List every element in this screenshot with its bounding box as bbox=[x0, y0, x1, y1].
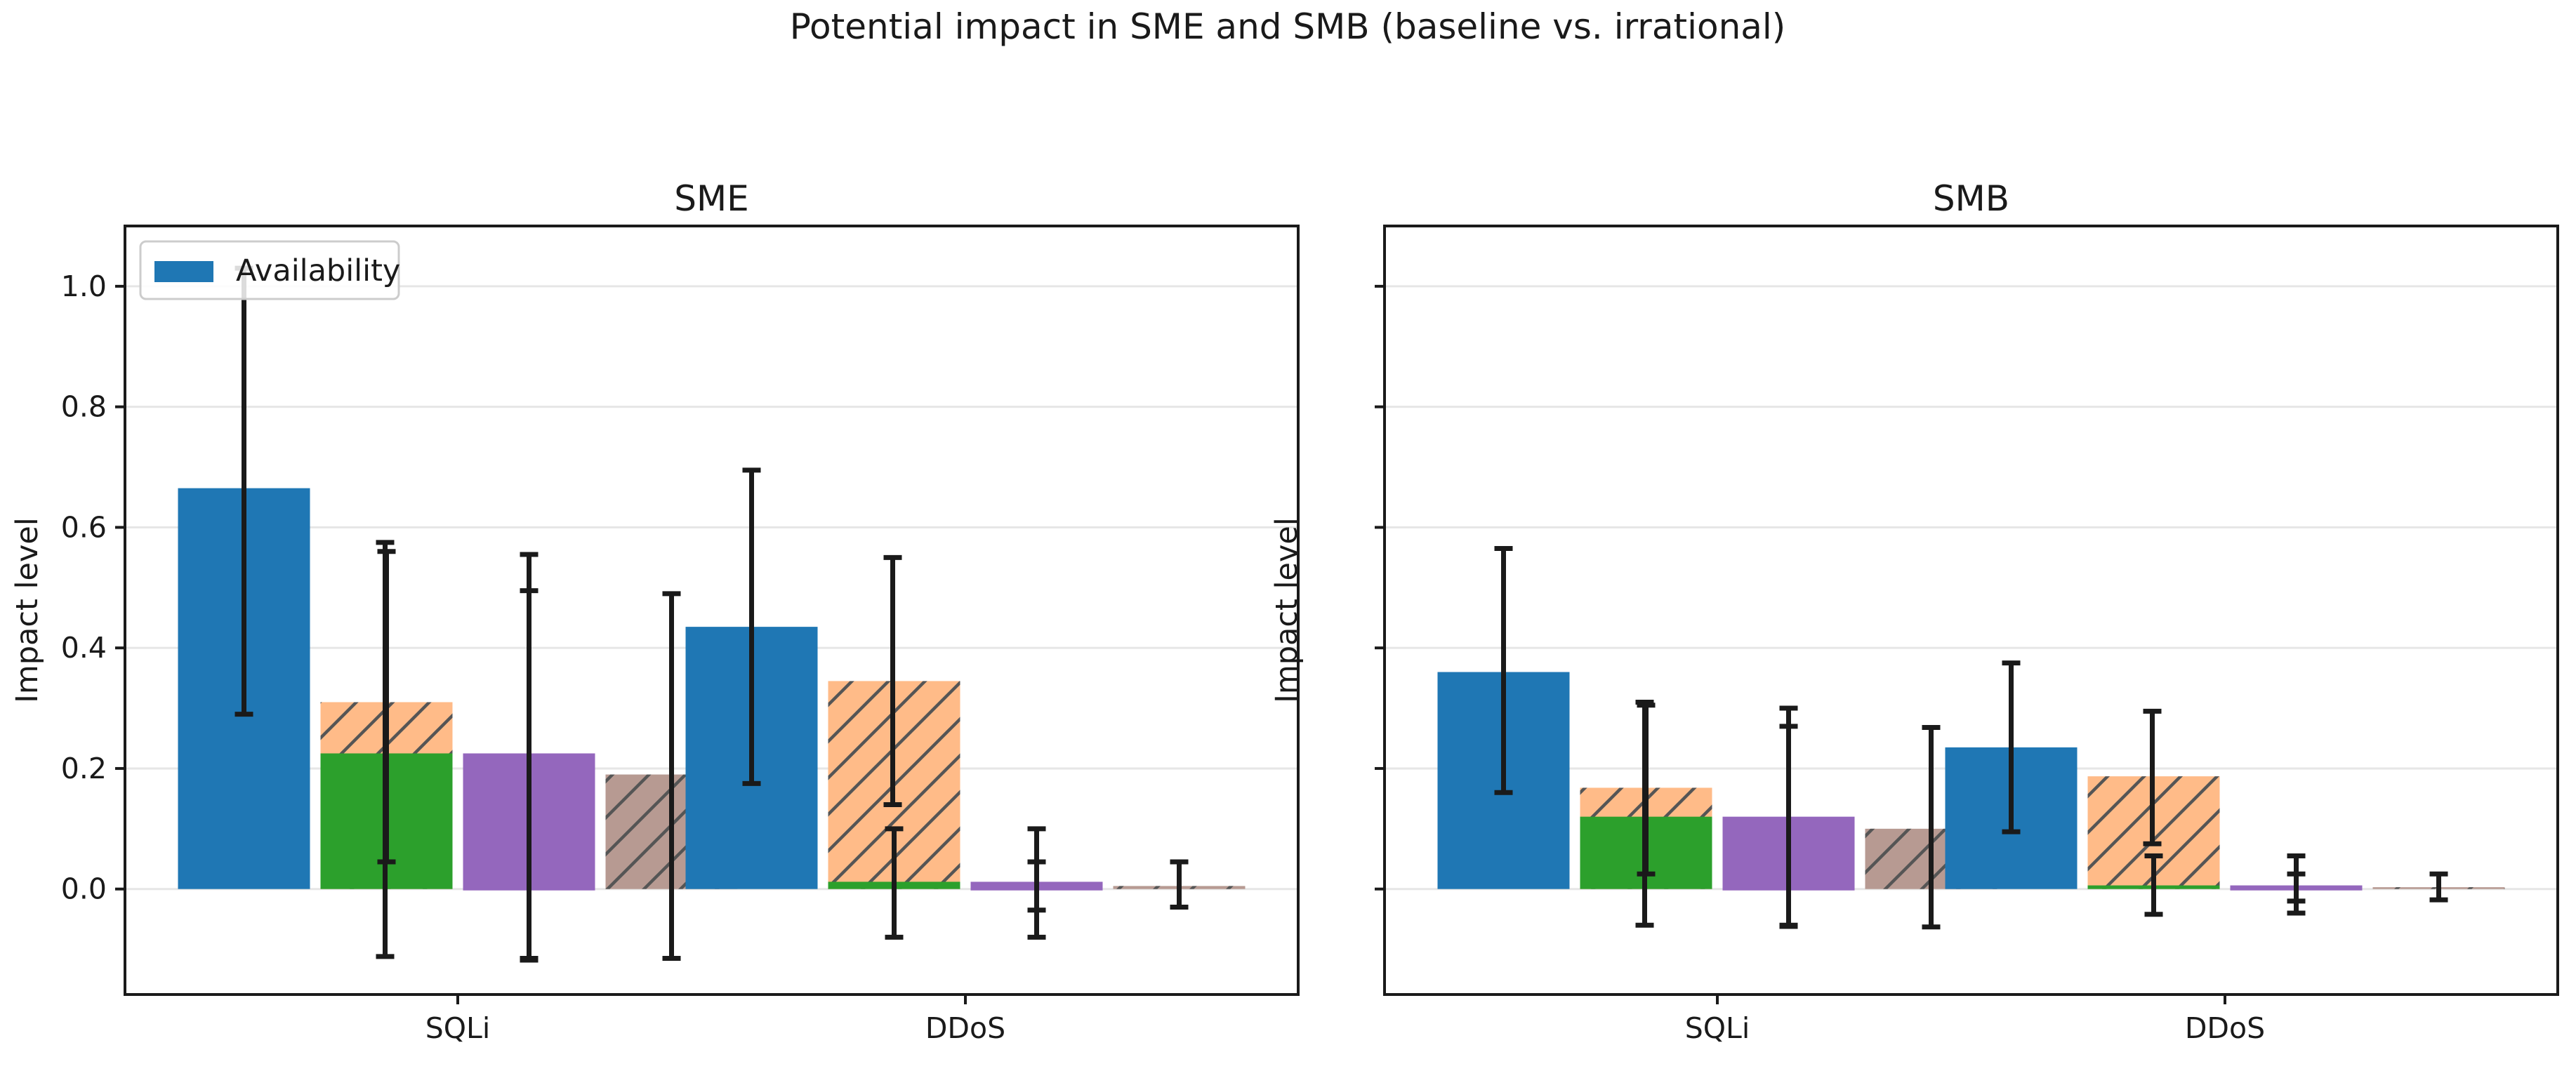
axes-frame bbox=[124, 225, 1300, 996]
y-axis-label: Impact level bbox=[1269, 517, 1304, 703]
error-bar bbox=[2287, 871, 2306, 904]
y-tick-label: 0.6 bbox=[61, 510, 107, 544]
panel-smb: SQLi DDoS SMB Impact level bbox=[1269, 178, 2559, 1045]
y-tick-label: 0.0 bbox=[61, 872, 107, 906]
error-bar bbox=[2144, 853, 2163, 917]
error-bar bbox=[1779, 724, 1798, 929]
x-tick-label-sqli: SQLi bbox=[425, 1011, 491, 1045]
legend: Availability bbox=[139, 240, 400, 300]
chart-title: Potential impact in SME and SMB (baselin… bbox=[790, 6, 1786, 47]
error-bar bbox=[742, 467, 761, 786]
error-bar bbox=[883, 554, 902, 807]
error-bar bbox=[662, 591, 681, 961]
error-bar bbox=[2429, 871, 2448, 903]
axes-frame bbox=[1383, 225, 2559, 996]
error-bar bbox=[2143, 708, 2162, 846]
y-axis-label: Impact level bbox=[10, 517, 45, 703]
error-bar bbox=[520, 588, 539, 963]
x-tick-label-ddos: DDoS bbox=[925, 1011, 1005, 1045]
y-tick-label: 0.4 bbox=[61, 631, 107, 665]
y-tick-label: 1.0 bbox=[61, 270, 107, 303]
error-bar bbox=[1027, 859, 1046, 913]
error-bar bbox=[1494, 545, 1513, 795]
error-bar bbox=[2002, 660, 2021, 834]
y-tick-label: 0.2 bbox=[61, 752, 107, 785]
error-bar bbox=[1170, 859, 1189, 910]
legend-label-availability: Availability bbox=[236, 253, 400, 288]
panel-title: SMB bbox=[1933, 178, 2009, 219]
legend-swatch-availability bbox=[154, 261, 213, 282]
x-tick-label-ddos: DDoS bbox=[2185, 1011, 2265, 1045]
y-tick-label: 0.8 bbox=[61, 390, 107, 424]
x-tick-label-sqli: SQLi bbox=[1685, 1011, 1750, 1045]
error-bar bbox=[1922, 725, 1941, 930]
panel-title: SME bbox=[674, 178, 748, 219]
error-bar bbox=[1637, 703, 1656, 877]
error-bar bbox=[377, 549, 396, 865]
panel-sme: 0.0 0.2 0.4 0.6 0.8 1.0 SQLi DDoS SME Impact leve… bbox=[10, 178, 1300, 1045]
legend-box bbox=[139, 240, 400, 300]
error-bar bbox=[885, 826, 904, 940]
